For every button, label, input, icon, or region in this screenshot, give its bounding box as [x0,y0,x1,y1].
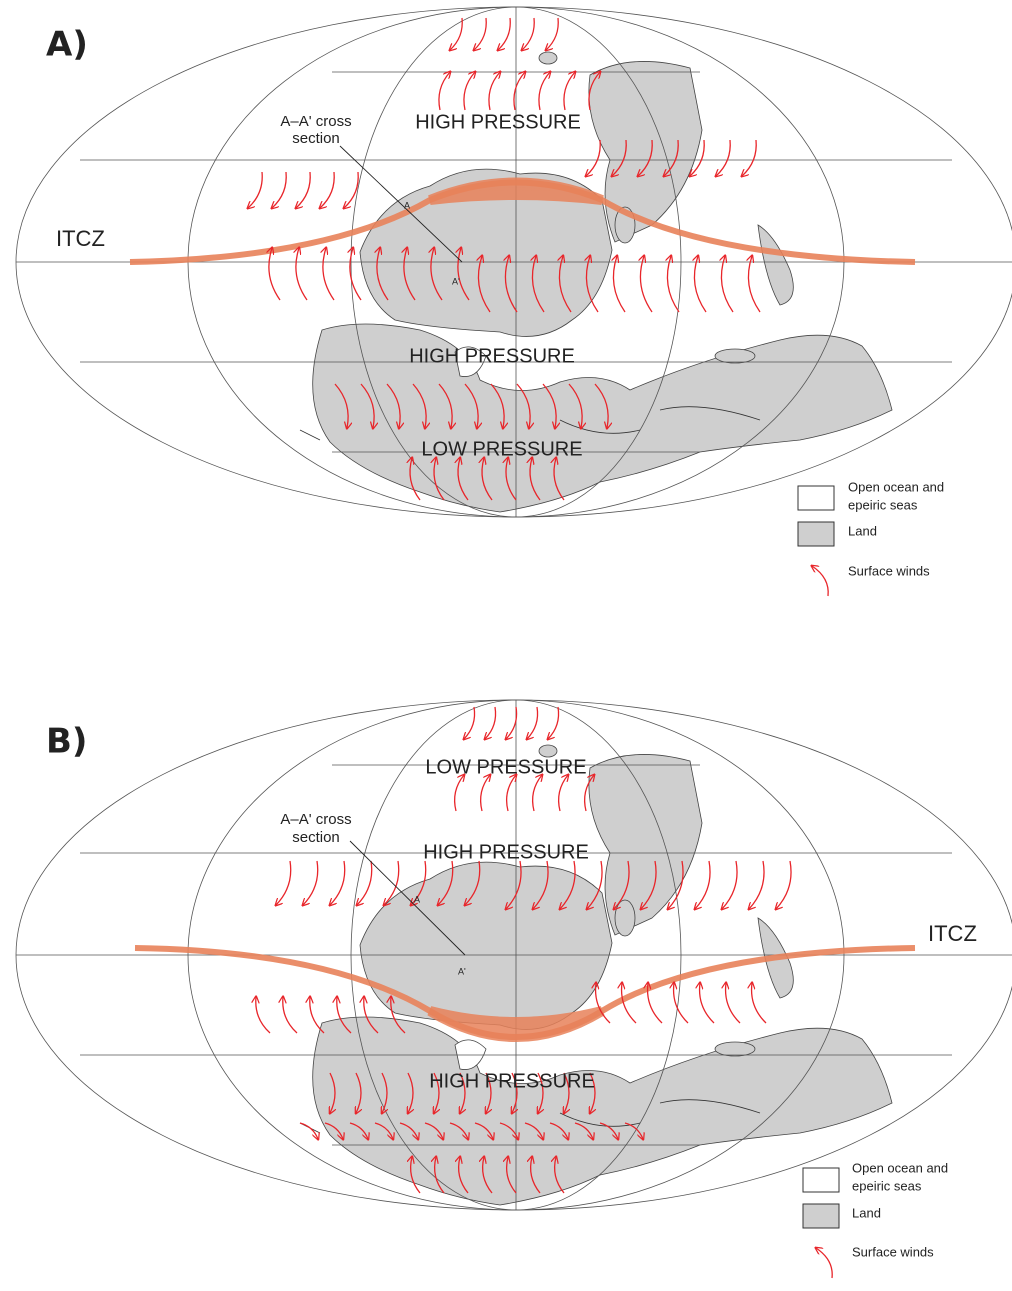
wind-arrow [507,775,516,811]
cross-section-label: A–A' cross [280,811,351,828]
wind-arrow [539,72,550,110]
legend-land-swatch [798,522,834,546]
pressure-label: LOW PRESSURE [421,438,582,460]
wind-arrow [269,248,280,300]
panel-a: A) HIGH PRESSURE HIGH PRESSURE LOW PRESS… [16,7,1012,596]
wind-arrow [559,775,568,811]
legend: Open ocean and epeiric seas Land Surface… [803,1160,948,1278]
wind-arrow [256,997,270,1033]
wind-arrow [613,256,625,312]
wind-arrow [283,997,297,1033]
wind-arrow [481,775,490,811]
wind-arrow [344,172,358,208]
legend-ocean-swatch [798,486,834,510]
wind-arrow [474,18,486,50]
section-mark: A' [458,966,466,976]
section-mark: A [414,894,420,904]
legend-label: Surface winds [848,563,930,578]
panel-label: B) [46,722,87,762]
wind-arrow [742,140,756,176]
wind-arrow [506,707,517,739]
wind-arrow [722,861,737,909]
land-map [300,745,892,1205]
wind-arrow [716,140,730,176]
legend-label: Open ocean and [848,479,944,494]
wind-arrow [303,861,318,905]
itcz-label: ITCZ [56,226,105,251]
wind-arrow [320,172,334,208]
cross-section-label: section [292,130,340,147]
section-mark: A' [452,276,460,286]
wind-arrow [323,248,334,300]
panel-label: A) [46,25,88,65]
wind-arrow [694,256,706,312]
wind-arrow [721,256,733,312]
wind-arrow [533,775,542,811]
wind-arrow [450,18,462,50]
pressure-label: HIGH PRESSURE [415,111,581,133]
wind-arrow [748,256,760,312]
wind-arrow [455,775,464,811]
wind-arrow [489,72,500,110]
cross-section-label: section [292,829,340,846]
wind-arrow [248,172,262,208]
legend-label: epeiric seas [852,1178,922,1193]
legend-wind-swatch [812,566,828,596]
legend-label: Land [852,1205,881,1220]
legend: Open ocean and epeiric seas Land Surface… [798,479,944,596]
wind-arrow [548,707,559,739]
legend-label: Surface winds [852,1244,934,1259]
pressure-label: LOW PRESSURE [425,756,586,778]
wind-arrow [564,72,575,110]
wind-arrow [276,861,291,905]
pressure-label: HIGH PRESSURE [409,345,575,367]
page: A) HIGH PRESSURE HIGH PRESSURE LOW PRESS… [0,0,1012,1286]
wind-arrow [586,140,600,176]
pressure-label: HIGH PRESSURE [423,841,589,863]
pressure-label: HIGH PRESSURE [429,1070,595,1092]
land-map [300,52,892,512]
legend-label: Land [848,523,877,538]
wind-arrow [498,18,510,50]
section-mark: A [404,200,410,210]
wind-arrow [622,983,636,1023]
wind-arrow [485,707,496,739]
wind-arrow [514,72,525,110]
wind-arrow [439,72,450,110]
legend-land-swatch [803,1204,839,1228]
wind-arrow [726,983,740,1023]
cross-section-label: A–A' cross [280,113,351,130]
legend-label: Open ocean and [852,1160,948,1175]
legend-ocean-swatch [803,1168,839,1192]
legend-label: epeiric seas [848,497,918,512]
wind-arrow [527,707,538,739]
wind-arrow [272,172,286,208]
wind-arrow [700,983,714,1023]
wind-arrow [296,172,310,208]
wind-arrow [776,861,791,909]
wind-arrow [296,248,307,300]
wind-arrow [464,72,475,110]
legend-wind-swatch [816,1248,832,1278]
wind-arrow [695,861,710,909]
wind-arrow [640,256,652,312]
itcz-label: ITCZ [928,921,977,946]
wind-arrow [749,861,764,909]
figure: A) HIGH PRESSURE HIGH PRESSURE LOW PRESS… [0,0,1012,1286]
wind-arrow [357,861,372,905]
wind-arrow [667,256,679,312]
wind-arrow [330,861,345,905]
wind-arrow [546,18,558,50]
wind-arrow [522,18,534,50]
wind-arrow [752,983,766,1023]
